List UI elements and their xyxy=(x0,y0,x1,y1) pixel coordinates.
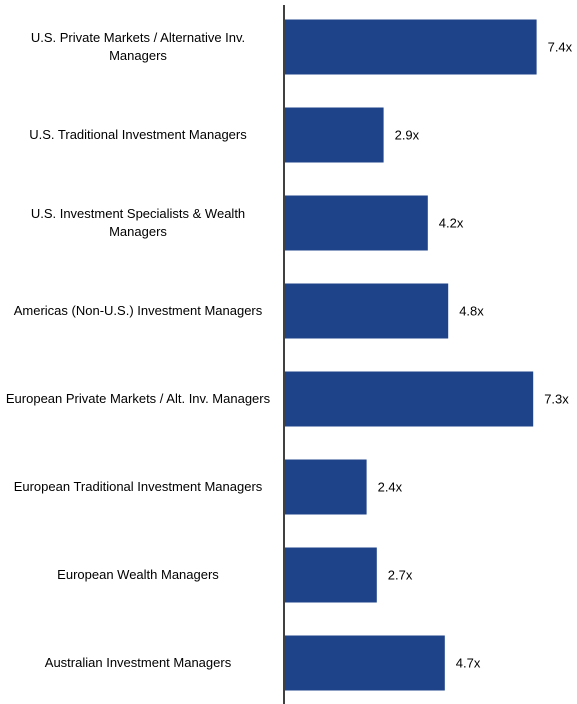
category-label: European Traditional Investment Managers xyxy=(13,479,263,494)
bar xyxy=(285,19,537,75)
bar xyxy=(285,195,428,251)
value-label: 2.7x xyxy=(388,567,413,582)
value-label: 4.7x xyxy=(456,655,481,670)
value-label: 7.4x xyxy=(548,39,573,54)
category-label: U.S. Traditional Investment Managers xyxy=(29,127,247,142)
value-label: 4.8x xyxy=(459,303,484,318)
category-label: European Private Markets / Alt. Inv. Man… xyxy=(5,391,271,406)
bar xyxy=(285,547,377,603)
category-label: U.S. Private Markets / Alternative Inv. … xyxy=(30,30,246,63)
value-label: 4.2x xyxy=(439,215,464,230)
value-label: 7.3x xyxy=(544,391,569,406)
category-label: Australian Investment Managers xyxy=(44,655,232,670)
category-label: European Wealth Managers xyxy=(57,567,219,582)
category-label: Americas (Non-U.S.) Investment Managers xyxy=(13,303,263,318)
bar xyxy=(285,635,445,691)
bar xyxy=(285,371,534,427)
bar xyxy=(285,107,384,163)
bar xyxy=(285,459,367,515)
bar xyxy=(285,283,449,339)
value-label: 2.9x xyxy=(395,127,420,142)
category-label: U.S. Investment Specialists & Wealth Man… xyxy=(30,206,246,239)
value-label: 2.4x xyxy=(378,479,403,494)
